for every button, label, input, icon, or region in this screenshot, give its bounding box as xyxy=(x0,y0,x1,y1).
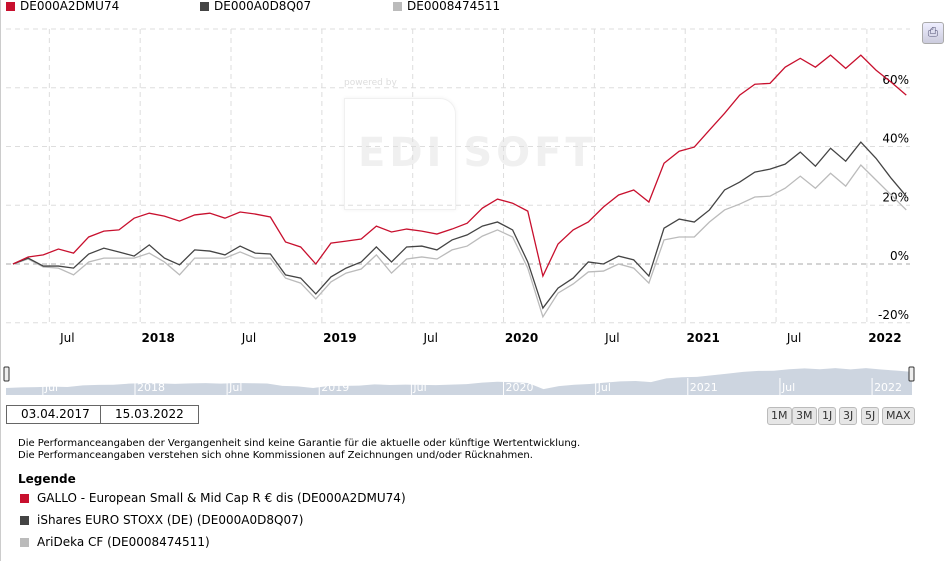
legend-label: DE0008474511 xyxy=(407,0,501,13)
navigator-label: Jul xyxy=(597,381,611,394)
date-from-input[interactable]: 03.04.2017 xyxy=(6,405,105,424)
legend-label: DE000A2DMU74 xyxy=(20,0,120,13)
range-1j-button[interactable]: 1J xyxy=(818,407,837,425)
navigator-label: Jul xyxy=(44,381,58,394)
date-to-input[interactable]: 15.03.2022 xyxy=(100,405,199,424)
legend-title: Legende xyxy=(18,472,76,486)
series-line-DE0008474511 xyxy=(12,164,907,319)
y-tick-label: -20% xyxy=(878,308,909,322)
legend-item: iShares EURO STOXX (DE) (DE000A0D8Q07) xyxy=(20,513,303,527)
watermark-logo-box xyxy=(344,98,456,210)
x-tick-label: Jul xyxy=(604,331,619,345)
y-tick-label: 20% xyxy=(882,190,909,204)
navigator-label: 2022 xyxy=(874,381,902,394)
swatch xyxy=(20,515,29,525)
swatch xyxy=(20,493,29,503)
legend-label: iShares EURO STOXX (DE) (DE000A0D8Q07) xyxy=(37,513,304,527)
navigator-label: 2021 xyxy=(690,381,718,394)
x-tick-label: Jul xyxy=(422,331,437,345)
disclaimer-1: Die Performanceangaben der Vergangenheit… xyxy=(18,438,581,449)
swatch xyxy=(6,1,15,11)
disclaimer-2: Die Performanceangaben verstehen sich oh… xyxy=(18,450,533,461)
y-tick-label: 0% xyxy=(890,249,909,263)
y-tick-label: 40% xyxy=(882,132,909,146)
x-tick-label: Jul xyxy=(59,331,74,345)
swatch xyxy=(393,1,402,11)
y-tick-label: 60% xyxy=(882,73,909,87)
legend-top-3[interactable]: DE0008474511 xyxy=(393,0,500,13)
legend-label: DE000A0D8Q07 xyxy=(214,0,312,13)
watermark-powered: powered by xyxy=(344,78,397,88)
range-max-button[interactable]: MAX xyxy=(882,407,915,425)
legend-label: AriDeka CF (DE0008474511) xyxy=(37,535,210,549)
legend-item: AriDeka CF (DE0008474511) xyxy=(20,535,210,549)
swatch xyxy=(200,1,209,11)
navigator-handle-left[interactable] xyxy=(3,366,10,382)
navigator-label: 2019 xyxy=(321,381,349,394)
navigator-label: Jul xyxy=(228,381,242,394)
navigator-label: Jul xyxy=(781,381,795,394)
range-3j-button[interactable]: 3J xyxy=(839,407,858,425)
left-border xyxy=(0,0,1,561)
x-tick-label: 2018 xyxy=(141,331,174,345)
x-tick-label: 2021 xyxy=(687,331,720,345)
navigator-handle-right[interactable] xyxy=(908,366,915,382)
navigator-label: 2018 xyxy=(137,381,165,394)
navigator-label: 2020 xyxy=(506,381,534,394)
x-tick-label: Jul xyxy=(786,331,801,345)
series-line-DE000A2DMU74 xyxy=(12,54,907,279)
navigator-label: Jul xyxy=(412,381,426,394)
x-tick-label: 2020 xyxy=(505,331,538,345)
x-tick-label: 2022 xyxy=(868,331,901,345)
x-tick-label: Jul xyxy=(241,331,256,345)
range-5j-button[interactable]: 5J xyxy=(861,407,880,425)
navigator-area xyxy=(6,368,912,395)
x-tick-label: 2019 xyxy=(323,331,356,345)
legend-top-1[interactable]: DE000A2DMU74 xyxy=(6,0,119,13)
legend-label: GALLO - European Small & Mid Cap R € dis… xyxy=(37,491,406,505)
printer-icon[interactable]: ⎙ xyxy=(922,22,944,44)
swatch xyxy=(20,537,29,547)
legend-item: GALLO - European Small & Mid Cap R € dis… xyxy=(20,491,406,505)
range-1m-button[interactable]: 1M xyxy=(767,407,792,425)
range-3m-button[interactable]: 3M xyxy=(792,407,817,425)
watermark-brand: EDI SOFT xyxy=(358,130,597,176)
series-line-DE000A0D8Q07 xyxy=(12,141,907,310)
legend-top-2[interactable]: DE000A0D8Q07 xyxy=(200,0,311,13)
